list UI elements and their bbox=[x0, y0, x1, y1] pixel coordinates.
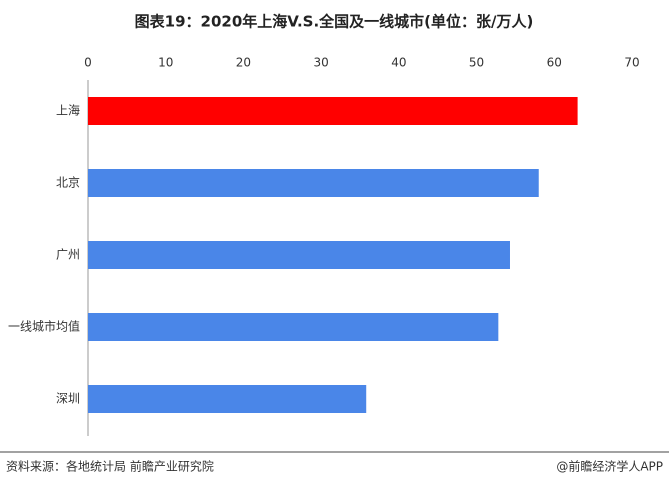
source: 资料来源：各地统计局 前瞻产业研究院 bbox=[6, 459, 214, 474]
x-tick-label: 0 bbox=[84, 56, 92, 70]
y-tick-label: 上海 bbox=[56, 103, 80, 118]
bar bbox=[88, 169, 539, 197]
x-tick-label: 20 bbox=[236, 56, 251, 70]
bar bbox=[88, 97, 578, 125]
chart-title: 图表19：2020年上海V.S.全国及一线城市(单位：张/万人) bbox=[135, 13, 534, 31]
y-tick-label: 北京 bbox=[56, 176, 80, 190]
x-tick-label: 70 bbox=[624, 56, 639, 70]
bar bbox=[88, 313, 499, 341]
y-tick-label: 广州 bbox=[56, 248, 80, 262]
y-tick-label: 深圳 bbox=[56, 392, 80, 406]
x-tick-label: 40 bbox=[391, 56, 406, 70]
bar bbox=[88, 385, 367, 413]
credit: @前瞻经济学人APP bbox=[556, 459, 663, 474]
y-tick-label: 一线城市均值 bbox=[8, 319, 80, 334]
x-tick-label: 50 bbox=[469, 56, 484, 70]
x-tick-label: 30 bbox=[314, 56, 329, 70]
x-tick-label: 60 bbox=[547, 56, 562, 70]
x-tick-label: 10 bbox=[158, 56, 173, 70]
bar bbox=[88, 241, 510, 269]
